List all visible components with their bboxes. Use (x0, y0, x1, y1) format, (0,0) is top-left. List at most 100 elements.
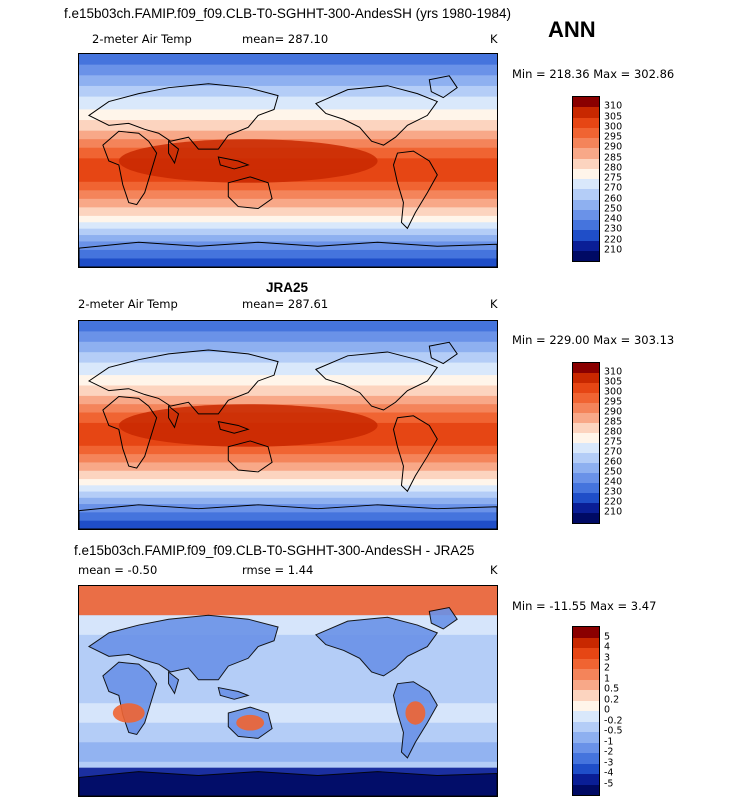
continent-outline (87, 349, 279, 415)
panel2-map (78, 320, 498, 530)
panel2-title: JRA25 (266, 280, 309, 295)
temperature-band (79, 215, 497, 223)
difference-band (79, 703, 497, 723)
colorbar-swatch (573, 413, 599, 423)
colorbar-level-label: 285 (604, 416, 623, 428)
map-canvas (79, 321, 497, 529)
temperature-band (79, 512, 497, 522)
colorbar-level-label: -3 (604, 757, 614, 768)
colorbar-level-label: 305 (604, 376, 623, 388)
panel1-minmax: Min = 218.36 Max = 302.86 (512, 67, 675, 81)
temperature-band (79, 190, 497, 200)
warm-anomaly-region (405, 701, 426, 725)
colorbar-swatch (573, 148, 599, 159)
colorbar-swatch (573, 742, 599, 753)
colorbar-level-label: 270 (604, 446, 623, 458)
colorbar-swatch (573, 423, 599, 433)
panel2-variable: 2-meter Air Temp (78, 297, 178, 311)
colorbar-swatch (573, 784, 599, 795)
temperature-band (79, 491, 497, 499)
temperature-band (79, 54, 497, 66)
colorbar-level-label: 275 (604, 172, 623, 184)
colorbar-level-label: 285 (604, 152, 623, 163)
temperature-band (79, 181, 497, 191)
panel3-units: K (490, 563, 498, 577)
panel2-colorbar (572, 362, 600, 524)
colorbar-level-label: 275 (604, 436, 623, 448)
colorbar-swatch (573, 774, 599, 785)
temperature-band (79, 375, 497, 386)
temperature-band (79, 479, 497, 486)
continent-outline (314, 351, 439, 411)
temperature-band (79, 331, 497, 343)
colorbar-level-label: 4 (604, 641, 611, 653)
colorbar-level-label: 240 (604, 476, 623, 488)
colorbar-level-label: 310 (604, 366, 623, 378)
colorbar-level-label: 250 (604, 466, 623, 478)
colorbar-level-label: 220 (604, 496, 623, 508)
temperature-band (79, 341, 497, 353)
temperature-band (79, 395, 497, 405)
colorbar-swatch (573, 453, 599, 463)
colorbar-swatch (573, 127, 599, 138)
colorbar-swatch (573, 138, 599, 149)
colorbar-swatch (573, 179, 599, 190)
temperature-band (79, 207, 497, 217)
panel3-minmax: Min = -11.55 Max = 3.47 (512, 599, 657, 613)
colorbar-swatch (573, 240, 599, 251)
colorbar-level-label: 210 (604, 506, 623, 518)
continent-outline (168, 140, 180, 165)
temperature-band (79, 109, 497, 121)
continent-outline (227, 440, 273, 473)
panel2-mean: mean= 287.61 (242, 297, 329, 311)
colorbar-swatch (573, 483, 599, 493)
continent-outline (79, 771, 497, 796)
colorbar-level-label: 230 (604, 223, 623, 235)
panel1-map (78, 53, 498, 268)
panel1-mean: mean= 287.10 (242, 32, 329, 46)
panel3-map (78, 585, 498, 797)
colorbar-level-label: 1 (604, 673, 611, 684)
temperature-band (79, 64, 497, 76)
colorbar-swatch (573, 637, 599, 648)
warm-pool-region (118, 139, 378, 183)
colorbar-level-label: 220 (604, 234, 623, 245)
difference-band (79, 742, 497, 762)
colorbar-swatch (573, 393, 599, 403)
colorbar-swatch (573, 690, 599, 701)
colorbar-swatch (573, 168, 599, 179)
temperature-band (79, 497, 497, 505)
colorbar-level-label: 5 (604, 631, 611, 642)
continent-outline (102, 130, 158, 206)
continent-outline (102, 395, 158, 469)
temperature-band (79, 85, 497, 98)
continent-outline (217, 420, 250, 434)
colorbar-level-label: 0.2 (604, 694, 620, 705)
temperature-band (79, 520, 497, 529)
colorbar-level-label: -0.5 (604, 725, 623, 737)
temperature-band (79, 445, 497, 455)
temperature-band (79, 352, 497, 364)
temperature-band (79, 235, 497, 242)
colorbar-swatch (573, 679, 599, 690)
colorbar-swatch (573, 503, 599, 513)
panel3-colorbar (572, 626, 600, 796)
colorbar-level-label: 0.5 (604, 683, 620, 695)
continent-outline (392, 415, 438, 493)
warm-pool-region (118, 404, 378, 447)
temperature-band (79, 470, 497, 480)
colorbar-level-label: 300 (604, 386, 623, 398)
continent-outline (428, 606, 458, 630)
continent-outline (428, 75, 458, 99)
temperature-band (79, 75, 497, 87)
continent-outline (314, 616, 439, 677)
colorbar-swatch (573, 669, 599, 680)
temperature-band (79, 362, 497, 376)
warm-anomaly-region (112, 703, 145, 723)
colorbar-swatch (573, 463, 599, 473)
colorbar-swatch (573, 513, 599, 523)
colorbar-level-label: 295 (604, 396, 623, 408)
colorbar-swatch (573, 117, 599, 128)
continent-outline (87, 614, 279, 681)
colorbar-level-label: 270 (604, 182, 623, 194)
